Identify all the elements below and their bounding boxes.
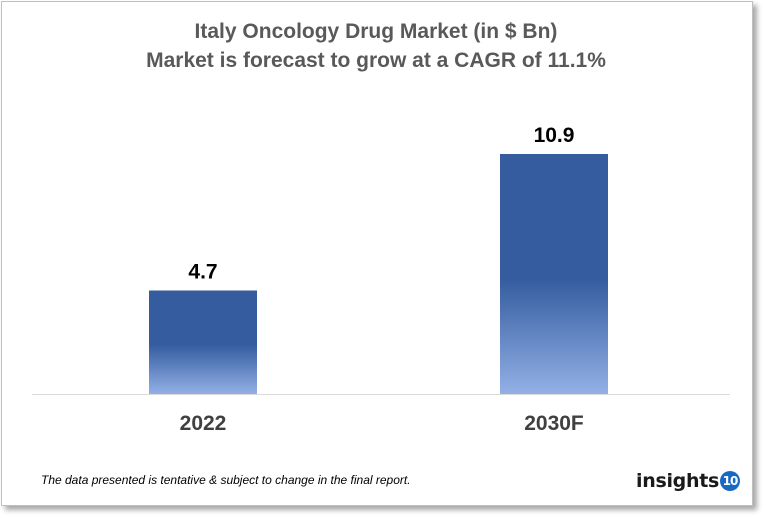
data-label: 10.9 <box>534 124 575 147</box>
insights10-logo: insights 10 <box>636 470 740 492</box>
logo-text: insights <box>636 470 719 492</box>
chart-subtitle: Market is forecast to grow at a CAGR of … <box>146 49 606 72</box>
bar-2022 <box>149 290 257 394</box>
x-tick-label: 2022 <box>180 412 227 435</box>
bar-2030F <box>500 153 608 394</box>
x-tick-label: 2030F <box>524 412 584 435</box>
chart-title: Italy Oncology Drug Market (in $ Bn) <box>194 20 558 43</box>
chart-card <box>1 1 753 506</box>
logo-badge: 10 <box>719 471 740 491</box>
disclaimer-note: The data presented is tentative & subjec… <box>41 473 411 487</box>
data-label: 4.7 <box>188 261 217 284</box>
